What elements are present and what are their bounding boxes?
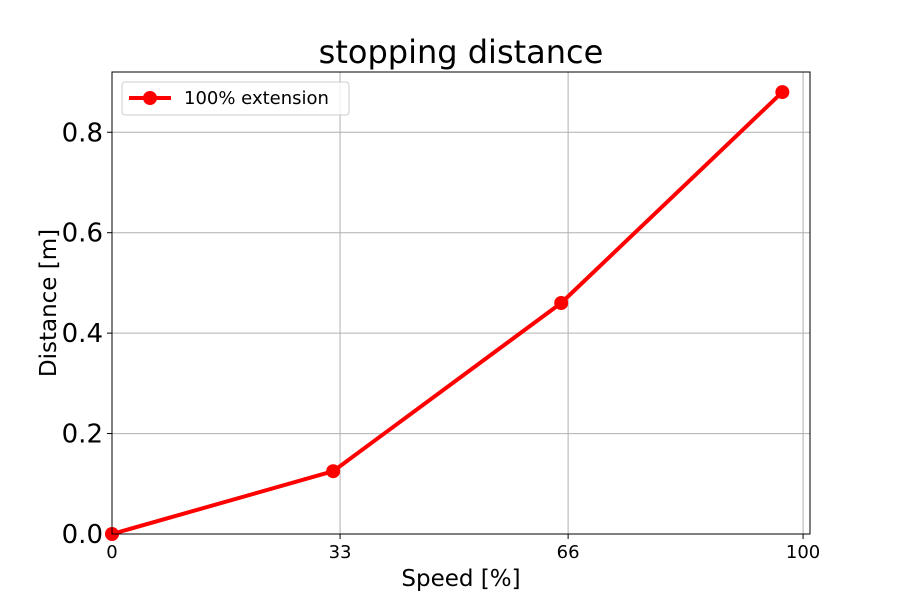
- plot-frame: [111, 71, 811, 535]
- y-tick-label: 0.6: [62, 219, 103, 249]
- y-tick-label: 0.2: [62, 420, 103, 450]
- y-tick-label: 0.4: [62, 319, 103, 349]
- grid: [111, 72, 810, 535]
- series-line: [111, 90, 784, 536]
- legend: 100% extension: [121, 81, 350, 116]
- x-tick-label: 33: [329, 542, 352, 563]
- legend-swatch-marker: [143, 91, 157, 105]
- x-tick-label: 100: [786, 542, 820, 563]
- x-tick-label: 0: [106, 542, 117, 563]
- x-axis-ticks: 0 33 66 100: [106, 534, 820, 563]
- chart-title: stopping distance: [319, 33, 604, 71]
- y-tick-label: 0.8: [62, 118, 103, 148]
- x-axis-label: Speed [%]: [401, 566, 520, 592]
- legend-label: 100% extension: [184, 88, 329, 109]
- y-axis-ticks: 0.0 0.2 0.4 0.6 0.8: [62, 118, 112, 550]
- data-point: [554, 296, 569, 310]
- x-tick-label: 66: [557, 542, 580, 563]
- series-layer: [105, 85, 790, 541]
- data-point: [775, 85, 790, 100]
- data-point: [326, 464, 341, 479]
- y-tick-label: 0.0: [62, 520, 103, 550]
- legend-box: [121, 81, 350, 116]
- y-axis-label: Distance [m]: [36, 229, 62, 377]
